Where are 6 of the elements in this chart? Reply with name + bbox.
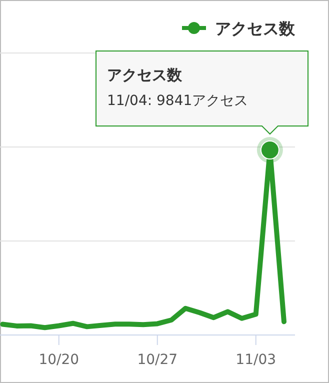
legend-label: アクセス数: [215, 19, 296, 38]
x-tick-label: 11/03: [236, 352, 276, 368]
x-tick-label: 10/27: [137, 352, 178, 368]
tooltip: アクセス数 11/04: 9841アクセス: [96, 50, 308, 163]
legend: アクセス数: [182, 19, 295, 38]
x-tick-label: 10/20: [38, 352, 80, 368]
